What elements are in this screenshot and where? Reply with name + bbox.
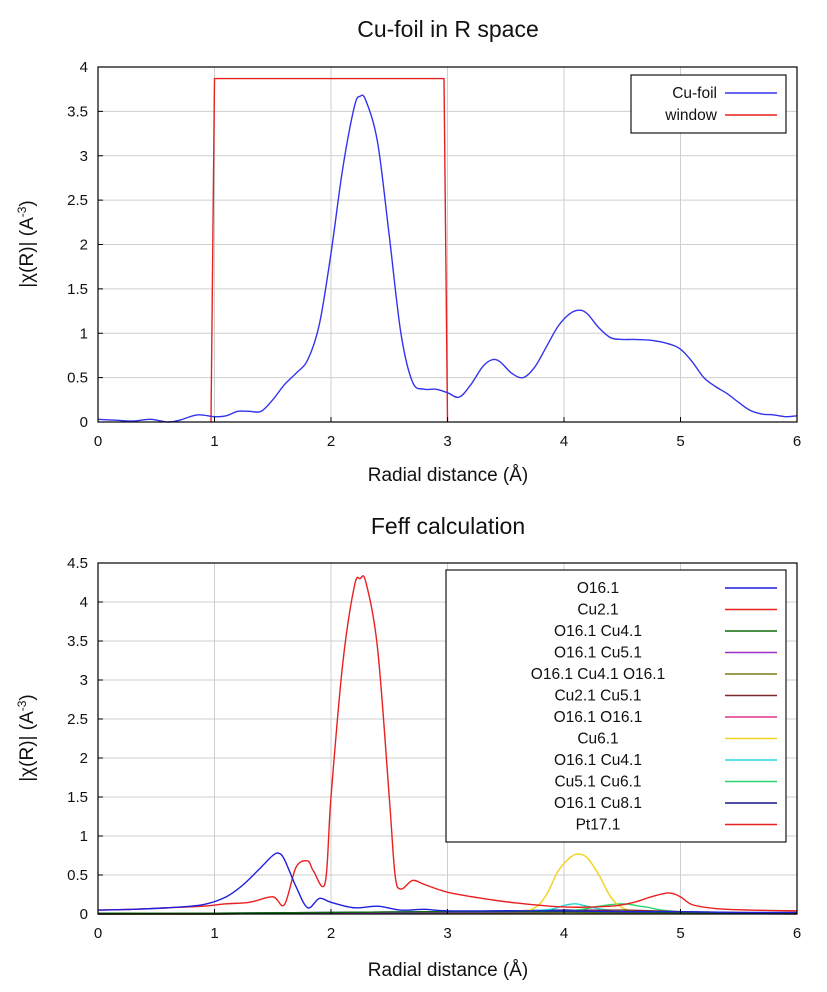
- legend: Cu-foil window: [630, 74, 787, 134]
- y-tick-label: 0: [80, 414, 88, 431]
- chart-title: Cu-foil in R space: [357, 16, 539, 42]
- x-tick-label: 6: [793, 925, 801, 942]
- y-tick-label: 2: [80, 237, 88, 254]
- x-tick-label: 4: [560, 433, 568, 450]
- x-tick-label: 1: [210, 925, 218, 942]
- y-axis-label: |χ(R)| (A-3): [15, 694, 38, 782]
- y-axis-label: |χ(R)| (A-3): [15, 200, 38, 288]
- y-tick-label: 1: [80, 325, 88, 342]
- chart-title: Feff calculation: [371, 513, 525, 539]
- y-tick-label: 0: [80, 906, 88, 923]
- y-tick-label: 2: [80, 750, 88, 767]
- y-tick-label: 2.5: [67, 192, 88, 209]
- series-line: [210, 77, 449, 422]
- x-tick-label: 2: [327, 925, 335, 942]
- series-line: [97, 575, 798, 912]
- y-tick-label: 1.5: [67, 281, 88, 298]
- x-tick-label: 0: [94, 433, 102, 450]
- x-tick-label: 2: [327, 433, 335, 450]
- legend-label: O16.1 Cu5.1: [554, 645, 642, 662]
- legend: O16.1 Cu2.1 O16.1 Cu4.1 O16.1 Cu5.1 O16.1 Cu…: [445, 569, 787, 843]
- y-axis-label-tail: ): [17, 694, 38, 700]
- y-axis-label-sup: -3: [15, 700, 29, 711]
- legend-label: O16.1 Cu4.1: [554, 752, 642, 769]
- y-tick-label: 3.5: [67, 633, 88, 650]
- cu-foil-chart: Cu-foil in R space 0 1 2 3 4 5 6 0 0.5 1 1.5 2 2.5 3 3…: [15, 16, 801, 486]
- x-tick-label: 0: [94, 925, 102, 942]
- legend-label: O16.1 Cu4.1 O16.1: [531, 666, 665, 683]
- legend-label: O16.1 Cu8.1: [554, 795, 642, 812]
- y-tick-label: 4.5: [67, 555, 88, 572]
- legend-label: Cu2.1: [577, 602, 618, 619]
- y-tick-label: 3: [80, 672, 88, 689]
- y-tick-label: 2.5: [67, 711, 88, 728]
- series-line: [97, 94, 798, 423]
- x-tick-label: 6: [793, 433, 801, 450]
- y-tick-label: 3: [80, 148, 88, 165]
- y-axis-label-sup: -3: [15, 206, 29, 217]
- feff-calculation-chart: Feff calculation 0 1 2 3 4 5 6 0 0.5 1 1.5 2 2.5 3 3.5…: [15, 513, 801, 981]
- y-tick-label: 0.5: [67, 867, 88, 884]
- tick-labels: 0 1 2 3 4 5 6 0 0.5 1 1.5 2 2.5 3 3.5 4: [67, 59, 801, 450]
- x-tick-label: 3: [443, 433, 451, 450]
- x-tick-label: 3: [443, 925, 451, 942]
- y-tick-label: 1.5: [67, 789, 88, 806]
- legend-label: Cu6.1: [577, 731, 618, 748]
- legend-label: Pt17.1: [576, 817, 621, 834]
- y-axis-label-main: |χ(R)| (A: [17, 711, 38, 782]
- legend-label: window: [664, 107, 717, 124]
- y-tick-label: 4: [80, 59, 88, 76]
- x-axis-label: Radial distance (Å): [368, 465, 529, 486]
- x-axis-label: Radial distance (Å): [368, 960, 529, 981]
- legend-box: [445, 569, 787, 843]
- y-axis-label-tail: ): [17, 200, 38, 206]
- legend-box: [630, 74, 787, 134]
- legend-label: Cu-foil: [672, 85, 717, 102]
- legend-label: Cu2.1 Cu5.1: [554, 688, 641, 705]
- y-tick-label: 0.5: [67, 370, 88, 387]
- tick-labels: 0 1 2 3 4 5 6 0 0.5 1 1.5 2 2.5 3 3.5 4 4.5: [67, 555, 801, 942]
- legend-label: O16.1: [577, 580, 619, 597]
- legend-label: Cu5.1 Cu6.1: [554, 774, 641, 791]
- x-tick-label: 1: [210, 433, 218, 450]
- x-tick-label: 4: [560, 925, 568, 942]
- legend-label: O16.1 Cu4.1: [554, 623, 642, 640]
- x-tick-label: 5: [676, 925, 684, 942]
- y-axis-label-main: |χ(R)| (A: [17, 217, 38, 288]
- y-tick-label: 1: [80, 828, 88, 845]
- y-tick-label: 3.5: [67, 103, 88, 120]
- y-tick-label: 4: [80, 594, 88, 611]
- x-tick-label: 5: [676, 433, 684, 450]
- legend-label: O16.1 O16.1: [554, 709, 643, 726]
